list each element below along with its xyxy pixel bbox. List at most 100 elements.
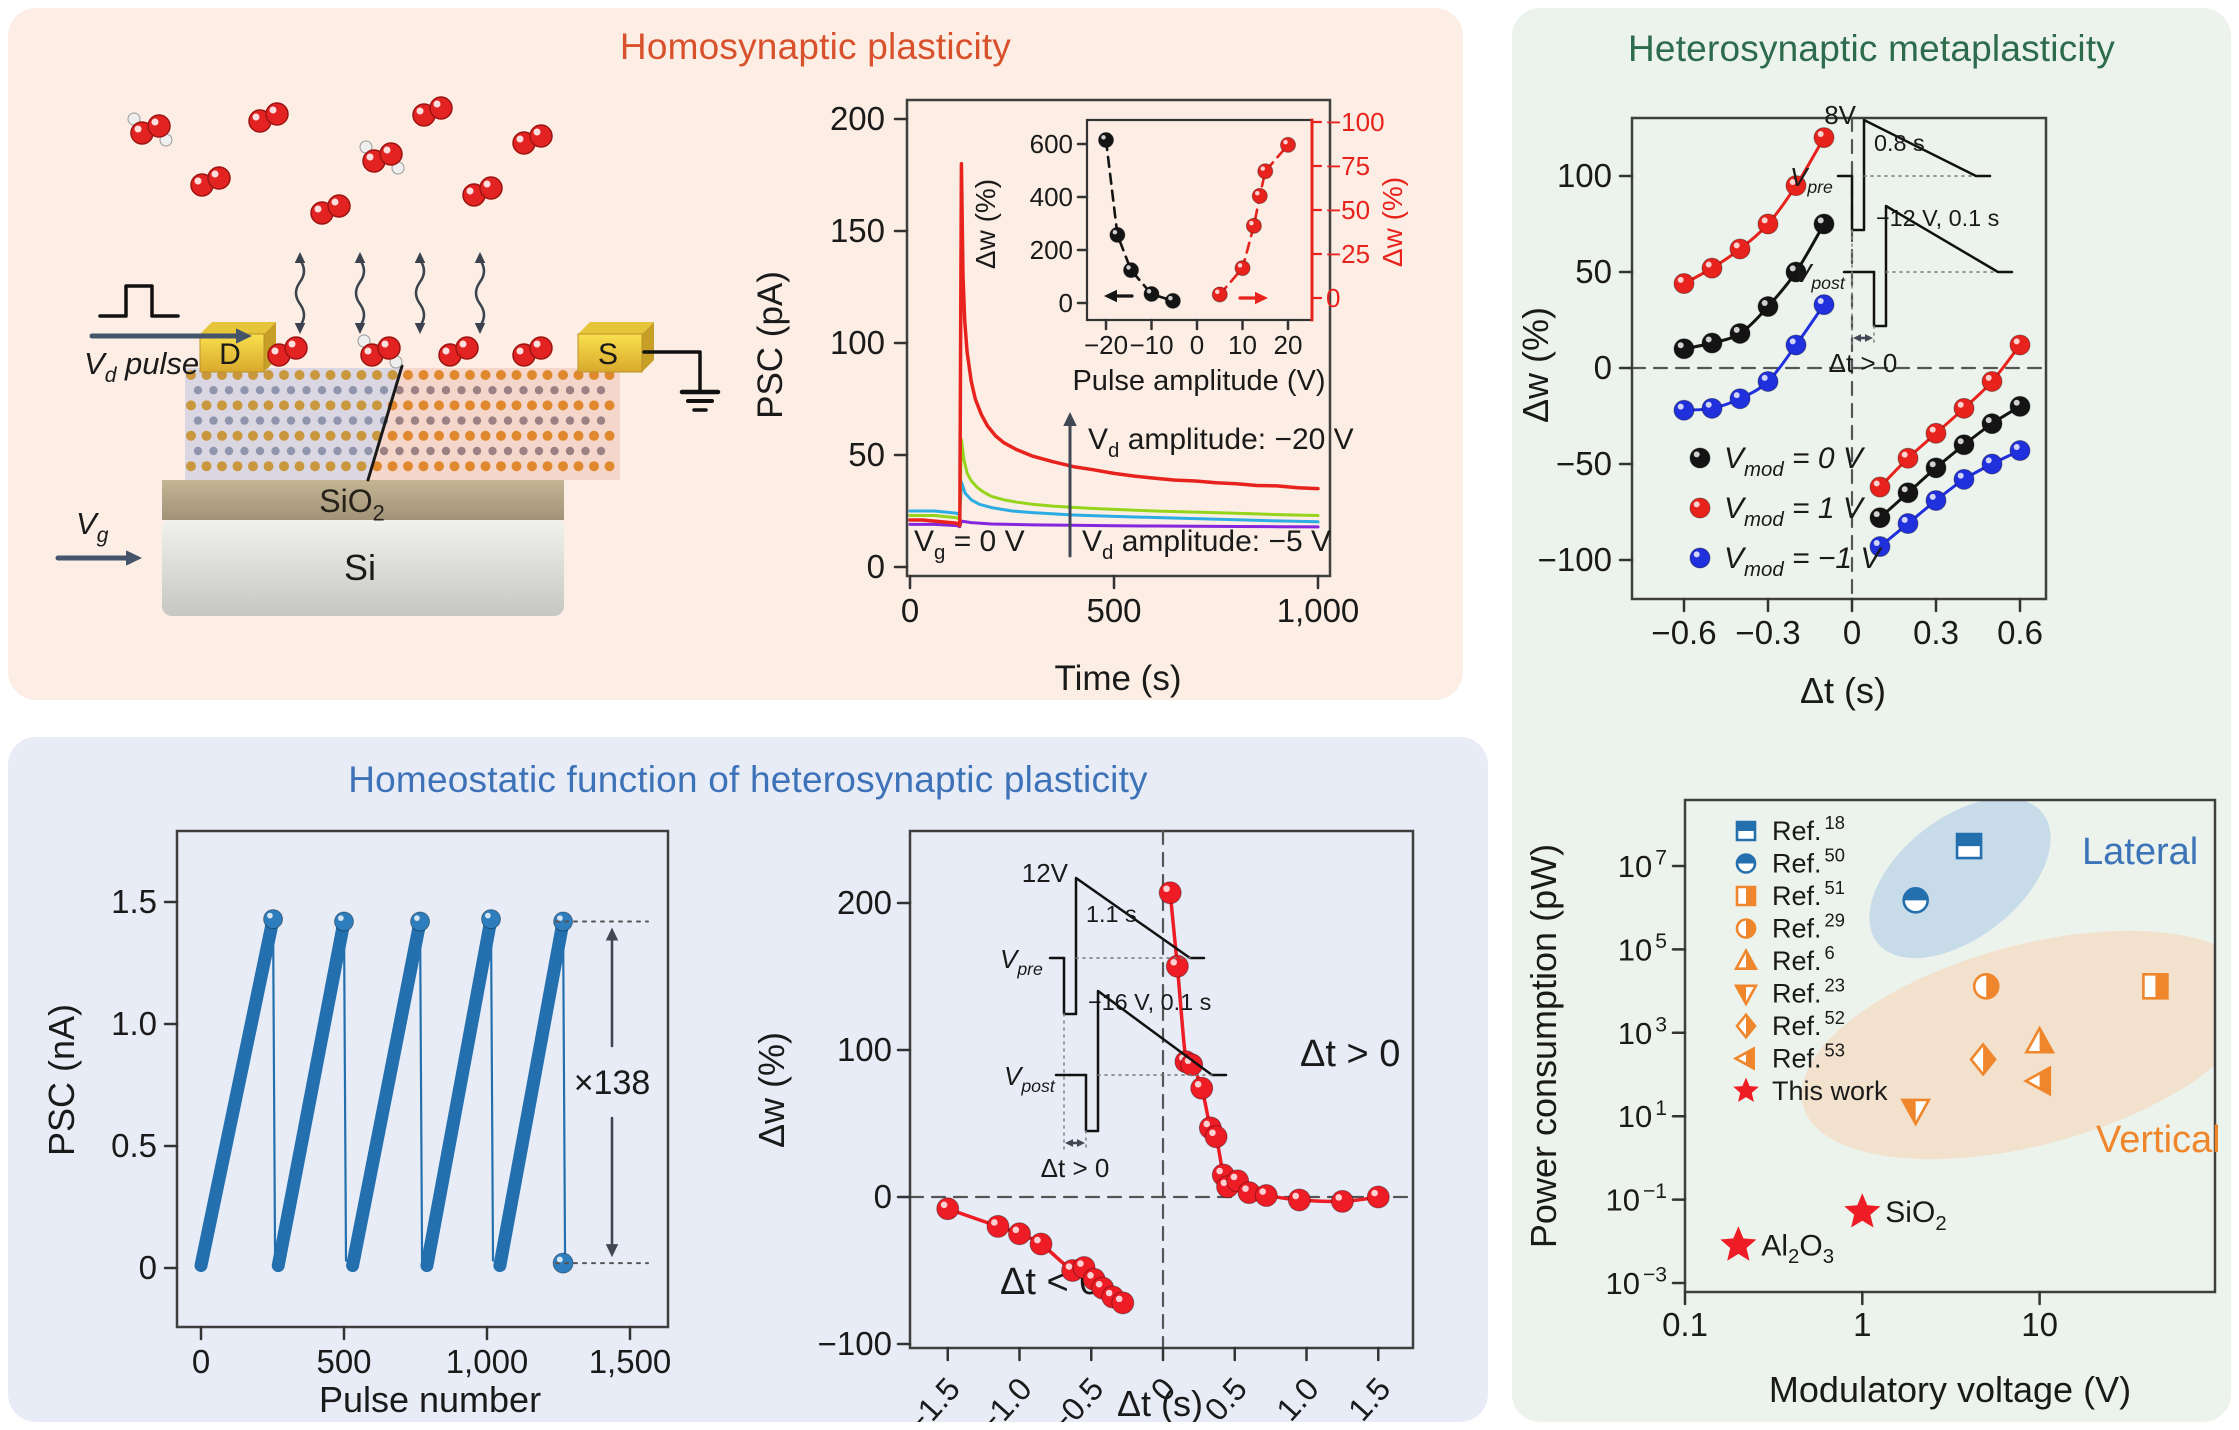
source-electrode-side [642, 322, 654, 372]
svg-tspan: 100 [837, 1031, 892, 1068]
svg-tspan: −75 [1326, 151, 1370, 181]
atom [271, 446, 280, 456]
ref-52-point [1969, 1042, 1997, 1077]
data-point-highlight [1677, 276, 1684, 283]
data-point [2009, 395, 2031, 417]
atom [193, 416, 203, 425]
data-point-highlight [1789, 265, 1796, 272]
molecule-highlight [366, 153, 374, 161]
x-tick-label: 0.1 [1662, 1306, 1708, 1343]
si-substrate [162, 518, 564, 616]
svg-tspan: Ref. [1772, 881, 1822, 911]
atom [449, 370, 460, 380]
svg-tspan: −16 V, 0.1 s [1088, 989, 1211, 1015]
svg-tspan: Δt (s) [1117, 1383, 1203, 1422]
ref-18-point [1955, 832, 1983, 860]
atom [333, 386, 342, 395]
exchange-arrow [354, 258, 366, 328]
atom [465, 430, 475, 441]
molecule-highlight [194, 177, 202, 185]
svg-tspan: V [1794, 258, 1814, 288]
molecule-icon [127, 112, 173, 147]
heterosynaptic-panel-graphics: 100 50 0 −50 −100 −0.6 −0.3 0 0.3 0.6 Δt (s) Δw (%)… [1515, 100, 2221, 1410]
y-tick-label: 10 −3 [1605, 1264, 1667, 1301]
data-point-highlight [1901, 516, 1908, 523]
gain-annotation: ×138 [574, 1064, 651, 1102]
this-work-star-icon [1720, 1226, 1757, 1261]
y-tick-label: −100 [818, 1325, 892, 1362]
data-point-highlight [1230, 1173, 1238, 1181]
svg-tspan: 100 [1557, 157, 1612, 194]
inset-yr-label: −100 [1326, 107, 1385, 137]
data-point-highlight [1817, 217, 1824, 224]
data-point-highlight [1105, 1289, 1113, 1297]
svg-tspan: 150 [830, 212, 885, 249]
pulse-glyph-icon [98, 284, 180, 318]
x-axis-label: Δt (s) [1800, 670, 1886, 711]
plot-frame [1683, 798, 2217, 1294]
svg-tspan: pre [1016, 959, 1043, 979]
svg-tspan: −1.0 [970, 1371, 1039, 1422]
molecule-highlight [442, 347, 450, 355]
svg-tspan: 1,500 [589, 1343, 672, 1380]
pulse-label: −12 V, 0.1 s [1876, 205, 1999, 231]
arrowhead-icon [1865, 334, 1873, 342]
y-tick-label: 150 [830, 212, 885, 249]
atom [449, 430, 460, 441]
atom [449, 461, 460, 472]
data-point [986, 1214, 1010, 1238]
atom [325, 430, 336, 441]
data-point [1689, 497, 1711, 519]
atom [434, 400, 444, 411]
svg-tspan: 400 [1030, 182, 1073, 212]
svg-tspan: V [914, 525, 934, 558]
data-point-highlight [1168, 295, 1173, 301]
atom [217, 461, 227, 472]
molecule-icon [310, 194, 351, 225]
atom [263, 430, 274, 441]
x-tick-label: −0.6 [1651, 614, 1716, 651]
svg-tspan: Vertical [2096, 1119, 2221, 1161]
data-point-highlight [1203, 1120, 1211, 1128]
data-point [1164, 292, 1181, 309]
ground-wire [642, 350, 702, 394]
atom [426, 386, 435, 395]
svg-tspan: d [105, 364, 118, 387]
source-electrode-top [578, 322, 654, 334]
atom [248, 430, 258, 441]
svg-tspan: Ref. [1772, 914, 1822, 944]
atom [224, 446, 234, 456]
data-point [1701, 257, 1723, 279]
svg-tspan: amplitude: −5 V [1113, 525, 1331, 558]
svg-tspan: g [934, 542, 945, 564]
atom [317, 416, 327, 425]
svg-tspan: V [76, 506, 100, 541]
legend-label: Vmod​ = 1 V [1724, 492, 1866, 531]
atom [186, 370, 196, 380]
data-point-highlight [267, 912, 273, 919]
atom [465, 461, 475, 472]
data-point-highlight [1733, 242, 1740, 249]
data-point-highlight [1957, 401, 1964, 408]
svg-tspan: PSC (pA) [751, 271, 790, 419]
svg-tspan: Ref. [1772, 816, 1822, 846]
svg-tspan: 0 [874, 1178, 892, 1215]
plot-frame [1630, 116, 2048, 601]
atom [480, 370, 491, 380]
data-point [1701, 332, 1723, 354]
atom [232, 461, 243, 472]
legend-label: Vmod​ = 0 V [1724, 442, 1866, 481]
dt-label: Δt > 0 [1041, 1153, 1110, 1183]
data-point [2009, 334, 2031, 356]
molecule-atom [327, 194, 351, 218]
exchange-arrow [414, 258, 426, 328]
molecule-icon [357, 334, 403, 369]
atom [449, 400, 460, 411]
svg-tspan: 3 [1655, 1013, 1667, 1036]
atom [604, 400, 615, 411]
atom [534, 386, 544, 395]
y-axis-label: Power consumption (pW) [1523, 844, 1564, 1248]
decay-label: 0.8 s [1874, 130, 1925, 156]
inset-yl-label: 600 [1030, 129, 1073, 159]
atom [395, 446, 404, 456]
